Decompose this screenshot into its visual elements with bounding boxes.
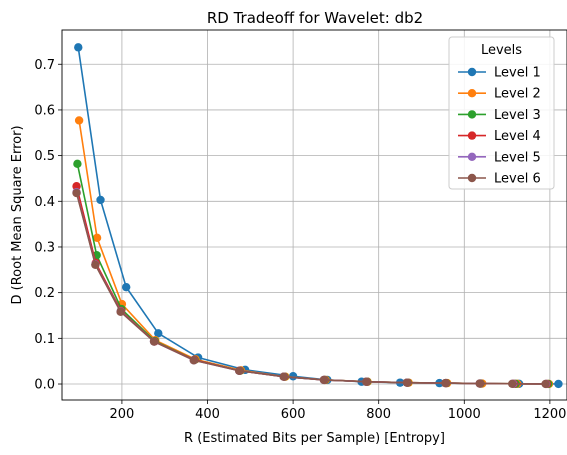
x-tick-label: 200 <box>110 407 135 422</box>
data-point <box>73 159 82 169</box>
data-point <box>541 379 550 389</box>
data-point <box>234 366 244 375</box>
series-level-6 <box>72 188 550 389</box>
series-level-5 <box>72 187 551 389</box>
data-point <box>154 329 163 338</box>
y-tick-label: 0.0 <box>34 378 55 393</box>
data-point <box>362 377 371 386</box>
data-point <box>72 182 81 191</box>
legend-title: Levels <box>481 43 522 58</box>
legend: Levels Level 1 Level 2 Level 3 Level 4 Level … <box>448 36 555 190</box>
data-point <box>319 375 329 385</box>
series-layer <box>72 43 563 389</box>
data-point <box>149 337 159 346</box>
y-axis-label: D (Root Mean Square Error) <box>10 125 25 304</box>
data-point <box>288 372 298 381</box>
legend-label: Level 5 <box>494 150 541 165</box>
x-tick-label: 1000 <box>448 407 481 422</box>
data-point <box>475 379 484 388</box>
x-tick-label: 1200 <box>533 407 566 422</box>
data-point <box>74 116 84 125</box>
series-line <box>76 163 549 385</box>
x-tick-label: 600 <box>281 407 306 422</box>
data-point <box>121 282 131 292</box>
legend-label: Level 2 <box>494 87 541 102</box>
y-tick-label: 0.5 <box>34 149 55 164</box>
data-point <box>116 307 125 317</box>
y-tick-label: 0.1 <box>34 332 55 347</box>
series-line <box>75 191 547 385</box>
series-level-4 <box>72 182 552 389</box>
y-tick-label: 0.6 <box>34 103 55 118</box>
legend-marker <box>467 110 477 119</box>
data-point <box>554 379 563 389</box>
y-tick-label: 0.2 <box>34 286 55 301</box>
legend-entry: Level 3 <box>458 108 541 123</box>
legend-marker <box>467 131 477 140</box>
legend-entry: Level 2 <box>458 87 541 102</box>
series-line <box>75 192 546 385</box>
ticks: 200 400 600 800 1000 1200 0.0 0.1 0.2 0.3 0.4 0.5 0.… <box>34 58 566 422</box>
chart-title: RD Tradeoff for Wavelet: db2 <box>207 9 423 27</box>
legend-entry: Level 6 <box>458 172 541 187</box>
legend-label: Level 6 <box>494 172 541 187</box>
data-point <box>91 260 100 269</box>
series-line <box>75 186 547 385</box>
legend-entry: Level 5 <box>458 150 541 165</box>
y-tick-label: 0.7 <box>34 58 55 73</box>
data-point <box>189 356 199 365</box>
x-tick-label: 800 <box>366 407 391 422</box>
legend-marker <box>467 152 477 161</box>
legend-marker <box>467 173 477 183</box>
data-point <box>279 372 288 381</box>
x-axis-label: R (Estimated Bits per Sample) [Entropy] <box>184 431 445 446</box>
legend-entry: Level 1 <box>458 66 541 81</box>
series-level-3 <box>73 159 553 389</box>
y-tick-label: 0.3 <box>34 240 55 255</box>
legend-marker <box>467 89 477 98</box>
plot-frame <box>61 29 567 401</box>
data-point <box>92 233 102 243</box>
legend-label: Level 4 <box>494 129 541 144</box>
data-point <box>74 43 83 52</box>
legend-entry: Level 4 <box>458 129 541 144</box>
y-tick-label: 0.4 <box>34 195 55 210</box>
data-point <box>508 379 517 388</box>
legend-label: Level 1 <box>494 66 541 81</box>
legend-box <box>448 36 555 190</box>
legend-marker <box>467 67 477 77</box>
data-point <box>96 195 105 205</box>
data-point <box>72 188 81 198</box>
x-tick-label: 400 <box>195 407 220 422</box>
data-point <box>441 378 450 388</box>
legend-label: Level 3 <box>494 108 541 123</box>
data-point <box>402 378 412 387</box>
